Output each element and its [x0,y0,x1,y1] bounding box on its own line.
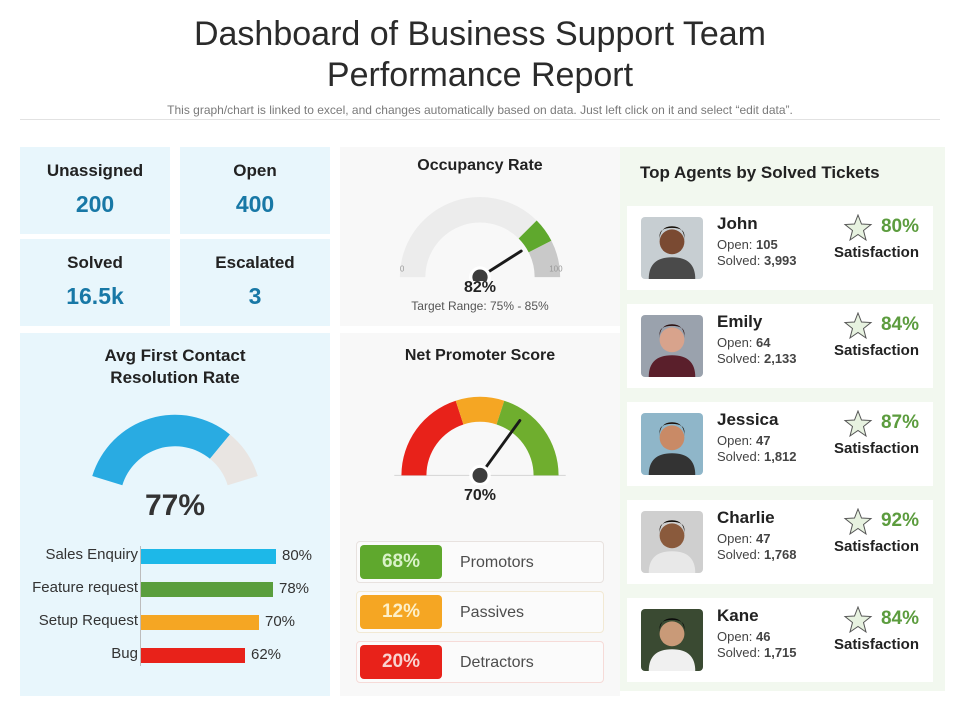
svg-text:100: 100 [549,264,563,273]
svg-text:0: 0 [400,264,405,273]
